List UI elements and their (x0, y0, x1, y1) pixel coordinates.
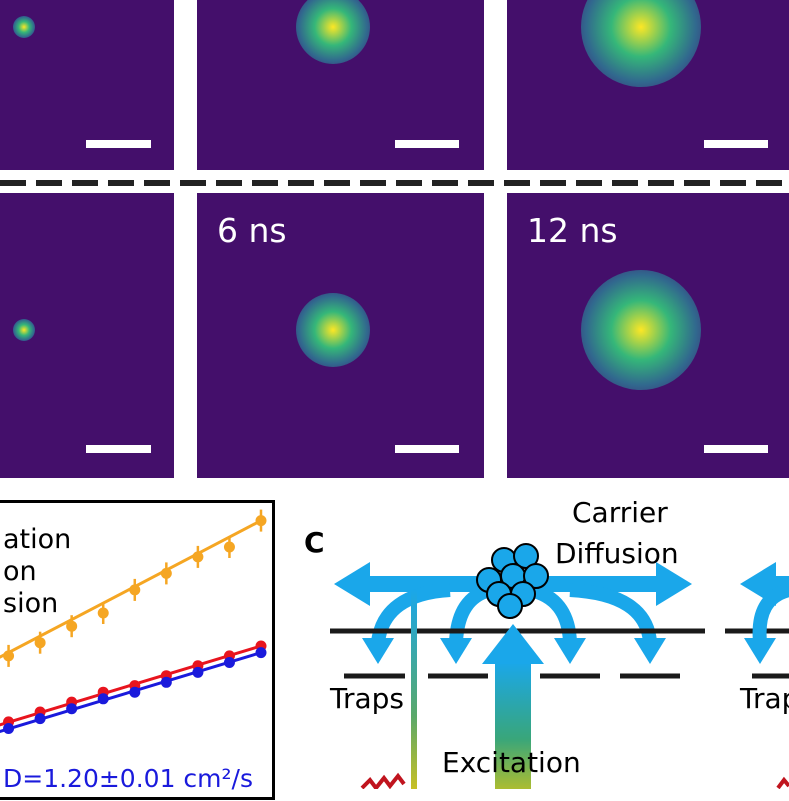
image-panel-bottom-3: 12 ns (507, 193, 789, 478)
emission-spot (13, 16, 35, 38)
data-point-orange (97, 607, 109, 619)
image-panel-top-2 (197, 0, 484, 170)
data-point-orange (223, 541, 235, 553)
time-label: 6 ns (217, 211, 287, 250)
fit-line-orange (0, 519, 262, 659)
fit-line-red (0, 644, 262, 727)
legend-fragment-3: sion (3, 588, 58, 619)
carrier-cluster (476, 543, 549, 619)
data-point-orange (192, 551, 204, 563)
data-point-blue (129, 686, 141, 698)
data-point-blue (34, 713, 46, 725)
traps-label: Traps (329, 682, 404, 715)
emission-spot (296, 293, 370, 367)
data-point-blue (66, 703, 78, 715)
carrier-label: Carrier (572, 496, 668, 529)
chart-plot: ation on sion D=1.20±0.01 cm²/s (0, 509, 267, 793)
data-point-blue (97, 693, 109, 705)
data-point-orange (34, 637, 46, 649)
data-point-blue (3, 723, 15, 734)
right-partial-arrow (740, 562, 789, 664)
scale-bar (704, 445, 768, 453)
panel-letter: C (304, 526, 325, 559)
data-point-blue (223, 657, 235, 668)
data-point-orange (129, 584, 141, 596)
emission-spot (581, 270, 701, 390)
image-panel-top-1 (0, 0, 174, 170)
scale-bar (395, 445, 459, 453)
emission-spot (296, 0, 370, 64)
data-point-blue (160, 676, 172, 688)
dashed-divider (0, 180, 789, 186)
data-point-orange (3, 650, 15, 662)
carrier-diffusion-diagram: C Carrier Diffusion (304, 496, 789, 789)
scale-bar (704, 140, 768, 148)
image-panel-top-3 (507, 0, 789, 170)
emission-line (411, 590, 417, 789)
scale-bar (86, 140, 151, 148)
emission-spot (13, 319, 35, 341)
series-layer (0, 509, 267, 734)
data-point-blue (192, 666, 204, 678)
arrow-heads (362, 638, 666, 664)
diffusion-chart: ation on sion D=1.20±0.01 cm²/s (0, 500, 275, 800)
scale-bar (395, 140, 459, 148)
image-panel-bottom-2: 6 ns (197, 193, 484, 478)
photon-wave-right (776, 776, 789, 789)
data-point-blue (255, 647, 267, 659)
data-point-orange (160, 567, 172, 579)
diffusion-annotation: D=1.20±0.01 cm²/s (3, 764, 253, 793)
legend-fragment-2: on (3, 556, 37, 587)
fit-line-blue (0, 651, 262, 734)
traps-label-right: Trap (739, 682, 789, 715)
scale-bar (86, 445, 151, 453)
excitation-label: Excitation (442, 746, 581, 779)
excitation-arrow (482, 624, 544, 789)
data-point-orange (255, 515, 267, 527)
time-label: 12 ns (527, 211, 618, 250)
photon-wave (360, 772, 406, 789)
legend-fragment-1: ation (3, 524, 71, 555)
data-point-orange (66, 620, 78, 632)
image-panel-bottom-1 (0, 193, 174, 478)
